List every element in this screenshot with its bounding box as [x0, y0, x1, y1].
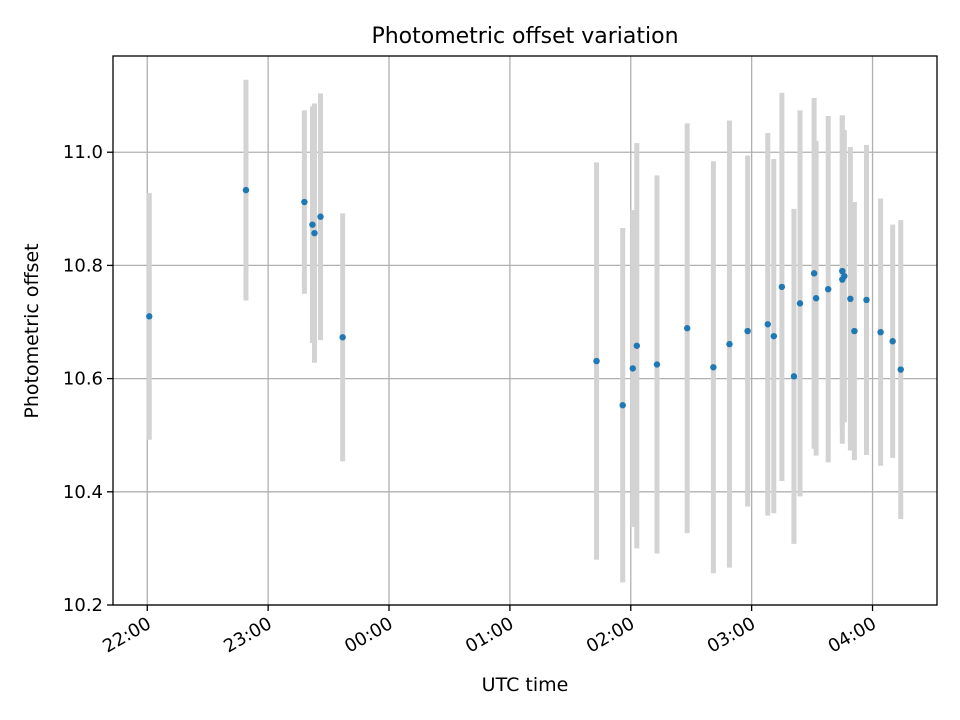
data-point [863, 296, 870, 304]
data-point [778, 283, 786, 291]
data-point [726, 340, 733, 348]
y-tick-label: 11.0 [63, 142, 103, 163]
data-point [847, 295, 854, 303]
y-tick-label: 10.8 [63, 255, 103, 276]
data-point [309, 221, 316, 228]
data-point [653, 361, 661, 368]
data-point [744, 327, 751, 335]
data-point [242, 186, 250, 194]
data-point [839, 267, 846, 275]
data-point [710, 364, 717, 371]
data-point [877, 328, 884, 336]
data-point [851, 327, 858, 335]
data-point [619, 402, 626, 409]
data-point [841, 272, 848, 280]
data-point [812, 295, 820, 302]
data-points [146, 186, 904, 409]
data-point [764, 321, 771, 328]
data-point [889, 338, 896, 345]
data-point [770, 332, 778, 340]
data-point [633, 342, 641, 349]
chart-title: Photometric offset variation [371, 24, 678, 49]
data-point [897, 366, 904, 373]
y-tick-label: 10.4 [63, 482, 103, 503]
data-point [593, 357, 600, 365]
y-axis-label: Photometric offset [21, 243, 43, 418]
data-point [825, 285, 832, 293]
y-tick-label: 10.2 [63, 595, 103, 616]
y-tick-label: 10.6 [63, 369, 103, 390]
data-point [629, 365, 636, 372]
data-point [301, 198, 308, 206]
data-point [317, 213, 324, 220]
data-point [311, 229, 318, 237]
data-point [810, 270, 818, 277]
data-point [339, 334, 346, 341]
x-axis-label: UTC time [482, 674, 569, 696]
plot-frame [112, 55, 938, 606]
data-point [683, 325, 691, 332]
data-point [146, 313, 153, 320]
data-point [790, 373, 798, 380]
data-point [796, 300, 804, 307]
